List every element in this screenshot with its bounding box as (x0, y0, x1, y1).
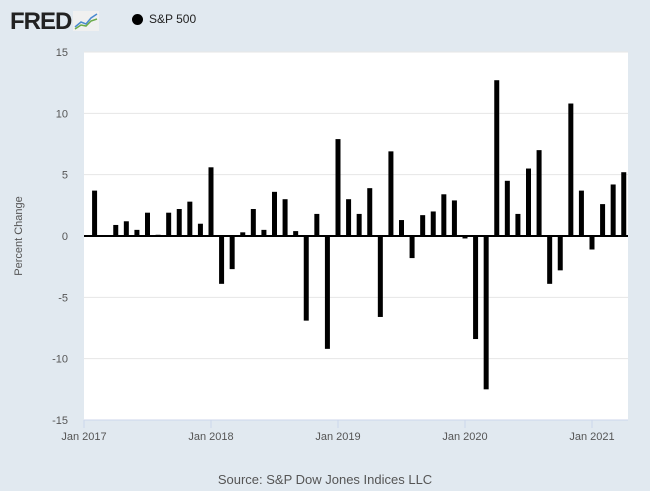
bar (219, 236, 225, 284)
bar (123, 221, 129, 236)
y-tick-label: 15 (56, 47, 68, 59)
legend-label: S&P 500 (149, 12, 197, 26)
x-tick-label: Jan 2021 (569, 431, 614, 443)
bar (229, 236, 235, 270)
bar (388, 151, 394, 236)
bar (303, 236, 309, 321)
bar (504, 180, 510, 236)
bar (610, 184, 616, 236)
y-tick-label: -5 (58, 292, 68, 304)
bar (473, 236, 479, 340)
bar (441, 194, 447, 236)
bar (250, 209, 256, 236)
bar (377, 236, 383, 317)
y-axis-label: Percent Change (13, 196, 25, 276)
bar (578, 190, 584, 236)
bar (451, 200, 457, 236)
x-tick-label: Jan 2018 (188, 431, 233, 443)
bar (324, 236, 330, 349)
bar (346, 199, 352, 236)
bar (557, 236, 563, 271)
bar (145, 212, 150, 236)
logo-text: FRED (10, 8, 72, 35)
bar (536, 150, 542, 236)
y-tick-label: 5 (62, 170, 68, 182)
bar (568, 103, 574, 237)
bar (208, 167, 214, 236)
bar (293, 231, 299, 236)
source-note: Source: S&P Dow Jones Indices LLC (217, 472, 433, 487)
legend-marker-icon (132, 13, 143, 25)
bar (600, 204, 606, 236)
y-tick-label: 0 (62, 231, 68, 243)
bar (547, 236, 553, 284)
bar (515, 213, 521, 236)
bar (197, 223, 203, 236)
y-tick-label: 10 (56, 108, 68, 120)
legend: S&P 500 (132, 12, 196, 26)
x-tick-label: Jan 2020 (442, 431, 487, 443)
bar (240, 232, 246, 236)
bar (494, 80, 500, 236)
bar (430, 211, 436, 236)
chart-line-icon (73, 11, 100, 31)
bar (589, 236, 595, 250)
bar (621, 172, 627, 236)
bar (483, 236, 489, 390)
bar (335, 139, 341, 236)
y-tick-label: -10 (52, 354, 68, 366)
bar (261, 229, 267, 236)
bar (187, 201, 193, 236)
bar (282, 199, 288, 236)
bar-chart: 15 10 5 0 -5 -10 -15 Percent Change Jan 2017 Jan … (13, 47, 628, 443)
bar (420, 215, 426, 236)
bar (176, 209, 182, 236)
bar (113, 224, 119, 236)
bar (314, 213, 320, 236)
x-tick-label: Jan 2019 (315, 431, 360, 443)
bar (272, 191, 277, 236)
fred-logo: FRED (10, 8, 100, 36)
bar (526, 168, 531, 236)
bar (134, 229, 140, 236)
bar (462, 236, 468, 239)
bar (399, 220, 404, 236)
y-tick-label: -15 (52, 415, 68, 427)
x-tick-label: Jan 2017 (61, 431, 106, 443)
bar (409, 236, 415, 259)
bar (367, 188, 373, 236)
bar (166, 212, 172, 236)
bar (92, 190, 98, 236)
bar (356, 213, 362, 236)
